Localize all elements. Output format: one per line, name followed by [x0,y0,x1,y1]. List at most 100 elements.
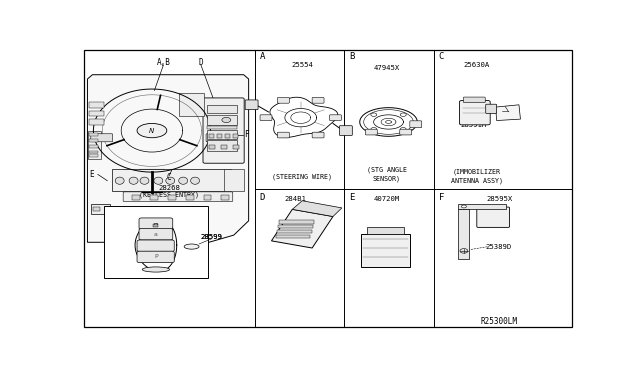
Bar [89,110,104,116]
Bar [132,195,140,200]
Bar [90,151,99,154]
Text: N: N [149,128,154,134]
Text: 28599: 28599 [200,234,222,240]
Text: 47945X: 47945X [373,65,399,71]
FancyBboxPatch shape [123,192,233,202]
Bar [458,209,469,260]
Polygon shape [280,220,314,224]
Bar [90,154,99,157]
Bar [92,204,110,214]
Circle shape [371,128,377,131]
FancyBboxPatch shape [365,129,377,135]
Polygon shape [495,105,520,121]
FancyBboxPatch shape [203,98,244,163]
Circle shape [461,205,467,208]
Bar [233,145,239,150]
Text: 28591M: 28591M [460,122,486,128]
Bar [112,169,231,191]
Polygon shape [277,230,312,233]
Text: (IMMOBILIZER
ANTENNA ASSY): (IMMOBILIZER ANTENNA ASSY) [451,169,503,184]
Bar [221,195,229,200]
Ellipse shape [142,267,170,272]
Bar [367,227,404,234]
FancyBboxPatch shape [206,134,228,142]
FancyBboxPatch shape [245,100,258,110]
FancyBboxPatch shape [486,104,497,113]
Bar [88,131,101,159]
Polygon shape [276,235,310,238]
Bar [458,204,506,209]
Circle shape [460,248,468,253]
Text: 284B1: 284B1 [285,196,307,202]
Ellipse shape [137,124,167,138]
Ellipse shape [184,244,199,249]
Bar [93,207,100,211]
Polygon shape [292,201,342,217]
Bar [217,134,222,138]
Text: 28268: 28268 [158,185,180,192]
Text: E: E [349,193,355,202]
FancyBboxPatch shape [260,115,272,121]
Ellipse shape [191,177,200,184]
FancyBboxPatch shape [312,97,324,103]
Bar [89,119,104,125]
Polygon shape [271,209,333,248]
Text: A,B: A,B [156,58,170,67]
Circle shape [400,128,406,131]
Bar [179,93,204,116]
Text: F: F [244,130,249,139]
Text: B: B [349,52,355,61]
FancyBboxPatch shape [477,207,509,227]
Ellipse shape [140,177,149,184]
Text: 25630A: 25630A [463,62,490,68]
FancyBboxPatch shape [277,97,289,103]
Bar [224,169,244,191]
FancyBboxPatch shape [137,251,174,263]
Text: 28599: 28599 [200,234,222,240]
FancyBboxPatch shape [139,228,173,240]
Bar [209,145,215,150]
Ellipse shape [179,177,188,184]
Text: C: C [167,173,172,182]
Text: E: E [90,170,94,179]
Ellipse shape [129,177,138,184]
Bar [207,115,237,125]
Circle shape [371,113,377,116]
Polygon shape [88,75,249,242]
Bar [221,145,227,150]
Bar [90,139,99,142]
FancyBboxPatch shape [139,218,173,230]
Ellipse shape [115,177,124,184]
Polygon shape [140,169,164,189]
Text: 25389D: 25389D [485,244,511,250]
Text: 28595X: 28595X [486,196,512,202]
Text: C: C [438,52,444,61]
Text: (STG ANGLE
SENSOR): (STG ANGLE SENSOR) [367,167,406,182]
FancyBboxPatch shape [410,121,422,128]
Ellipse shape [166,177,175,184]
Text: a: a [154,232,158,237]
Text: 25554: 25554 [291,62,313,68]
FancyBboxPatch shape [137,240,174,251]
FancyBboxPatch shape [361,234,410,267]
FancyBboxPatch shape [330,115,341,121]
Text: (STEERING WIRE): (STEERING WIRE) [272,173,332,180]
FancyBboxPatch shape [460,100,490,125]
FancyBboxPatch shape [400,129,412,135]
Text: R25300LM: R25300LM [481,317,518,326]
FancyBboxPatch shape [277,132,289,138]
FancyBboxPatch shape [312,132,324,138]
Bar [204,195,211,200]
FancyBboxPatch shape [463,97,485,103]
Text: D: D [198,58,204,67]
Circle shape [400,113,406,116]
Bar [233,134,237,138]
Polygon shape [278,225,313,228]
Ellipse shape [154,177,163,184]
Bar [207,140,237,151]
Text: 40720M: 40720M [373,196,399,202]
Bar [209,134,214,138]
Bar [90,145,99,148]
Bar [154,224,158,227]
Bar [207,130,237,139]
